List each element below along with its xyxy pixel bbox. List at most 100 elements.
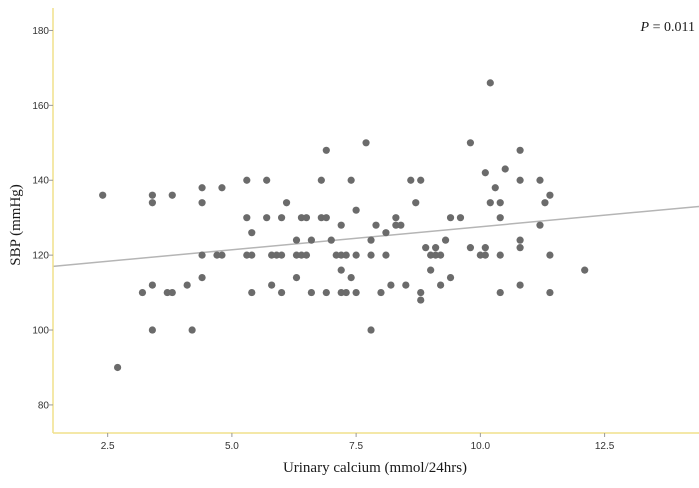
data-point: [347, 176, 355, 184]
data-point: [322, 146, 330, 154]
data-point: [496, 199, 504, 207]
data-point: [496, 251, 504, 259]
data-point: [501, 165, 509, 173]
data-point: [263, 176, 271, 184]
data-point: [213, 251, 221, 259]
data-point: [397, 221, 405, 229]
data-point: [362, 139, 370, 147]
x-tick-label: 2.5: [101, 441, 115, 452]
data-point: [163, 288, 171, 297]
data-point: [422, 244, 430, 252]
data-point: [456, 214, 465, 222]
data-point: [148, 191, 156, 199]
data-point: [417, 296, 425, 304]
data-point: [248, 229, 256, 237]
fit-line-layer: [52, 205, 699, 268]
data-point: [516, 176, 524, 184]
data-point: [417, 176, 425, 184]
data-point: [317, 214, 325, 222]
data-point: [516, 244, 524, 252]
data-point: [536, 176, 544, 184]
data-point: [432, 244, 440, 252]
data-point: [441, 236, 450, 244]
data-point: [546, 288, 554, 297]
data-point: [481, 169, 489, 177]
regression-line: [52, 205, 699, 268]
data-point: [382, 229, 390, 237]
x-tick-label: 12.5: [595, 441, 615, 452]
p-value-annotation: P = 0.011: [640, 20, 695, 35]
data-point: [352, 288, 360, 297]
data-point: [466, 244, 475, 252]
data-point: [581, 266, 589, 274]
data-point: [148, 199, 156, 207]
data-point: [546, 251, 554, 259]
data-point: [367, 251, 375, 259]
data-point: [352, 206, 360, 214]
data-point: [243, 176, 251, 184]
data-point: [277, 214, 286, 222]
data-point: [417, 288, 425, 297]
data-point: [342, 251, 350, 259]
y-tick-label: 140: [32, 176, 49, 187]
data-point: [168, 191, 176, 199]
data-point: [437, 281, 445, 289]
data-point: [243, 251, 251, 259]
data-point: [446, 274, 455, 282]
data-point: [377, 288, 385, 297]
data-point: [317, 176, 325, 184]
data-point: [99, 191, 107, 199]
data-point: [337, 266, 345, 274]
data-point: [481, 251, 489, 259]
data-point: [352, 251, 360, 259]
data-point: [168, 288, 176, 297]
data-point: [372, 221, 380, 229]
data-point: [481, 244, 489, 252]
data-point: [198, 199, 206, 207]
p-value-symbol: P: [640, 20, 650, 35]
data-point: [337, 251, 345, 259]
data-point: [446, 214, 455, 222]
data-point: [277, 251, 286, 259]
data-point: [496, 288, 504, 297]
data-point: [476, 251, 484, 259]
data-point: [263, 214, 271, 222]
y-tick-label: 80: [38, 400, 50, 411]
data-point: [367, 326, 375, 334]
data-point: [302, 251, 311, 259]
data-point: [322, 214, 330, 222]
data-point: [268, 251, 276, 259]
data-point: [466, 139, 475, 147]
data-point: [486, 79, 494, 87]
data-point: [198, 184, 206, 192]
data-point: [367, 236, 375, 244]
data-point: [427, 251, 435, 259]
data-point: [382, 251, 390, 259]
data-point: [546, 191, 554, 199]
y-axis-title: SBP (mmHg): [8, 184, 24, 266]
data-point: [243, 214, 251, 222]
data-point: [302, 214, 311, 222]
data-point: [486, 199, 494, 207]
p-value-text: = 0.011: [649, 20, 695, 35]
y-tick-label: 120: [32, 251, 49, 262]
data-point: [427, 266, 435, 274]
data-point: [297, 251, 306, 259]
x-tick-label: 10.0: [471, 441, 491, 452]
data-point: [183, 281, 191, 289]
data-point: [282, 199, 291, 207]
data-point: [387, 281, 395, 289]
data-point: [516, 236, 524, 244]
data-point: [218, 251, 226, 259]
data-point: [277, 288, 286, 297]
data-point: [516, 281, 524, 289]
data-point: [248, 288, 256, 297]
data-point: [148, 281, 156, 289]
data-point: [138, 288, 147, 297]
y-tick-label: 100: [32, 326, 49, 337]
data-point: [198, 274, 206, 282]
data-point: [536, 221, 544, 229]
data-point: [292, 251, 301, 259]
data-point: [327, 236, 335, 244]
